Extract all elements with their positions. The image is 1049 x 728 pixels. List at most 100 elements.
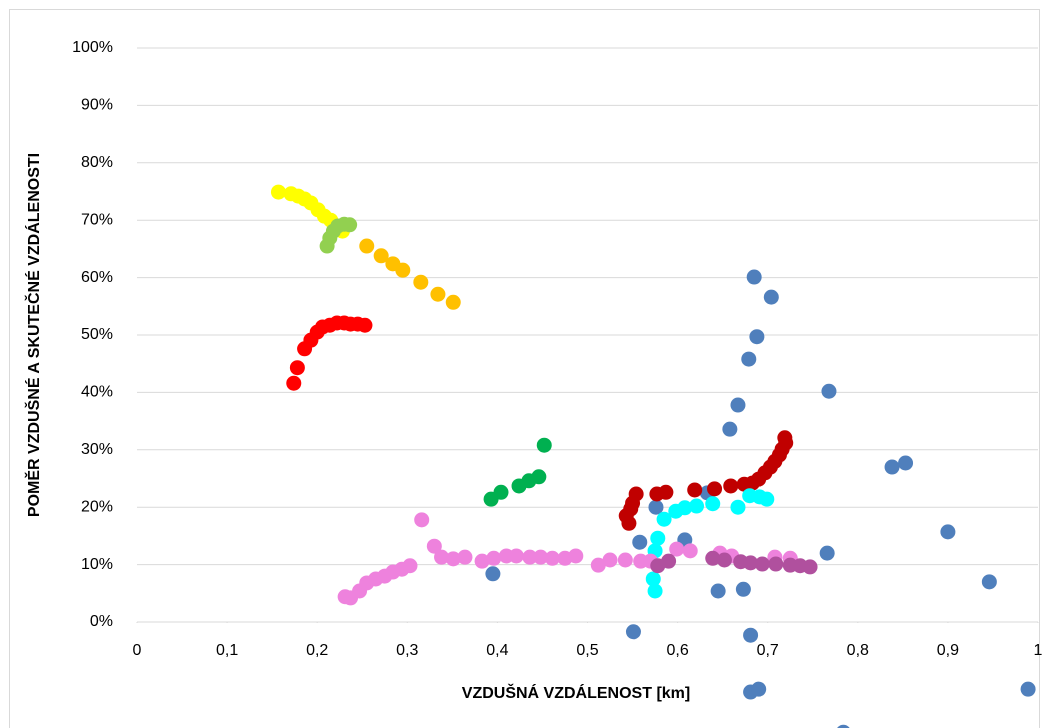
x-tick-label: 0: [133, 642, 142, 659]
y-tick-label: 0%: [90, 613, 113, 630]
scatter-point: [402, 558, 418, 574]
scatter-point: [568, 548, 584, 564]
scatter-point: [522, 549, 538, 565]
scatter-point: [270, 184, 286, 200]
scatter-point: [682, 543, 698, 559]
scatter-point: [754, 556, 770, 572]
scatter-point: [645, 571, 661, 587]
scatter-point: [647, 583, 663, 599]
scatter-point: [445, 551, 461, 567]
scatter-point: [286, 375, 302, 391]
scatter-point: [621, 515, 637, 531]
scatter-point: [590, 557, 606, 573]
x-tick-label: 0,4: [486, 642, 508, 659]
y-axis-title: POMĚR VZDUŠNÉ A SKUTEČNÉ VZDÁLENOSTI: [24, 153, 43, 517]
scatter-point: [743, 627, 759, 643]
scatter-point: [658, 484, 674, 500]
scatter-point: [656, 511, 672, 527]
scatter-point: [710, 583, 726, 599]
scatter-point: [602, 552, 618, 568]
y-tick-label: 20%: [81, 498, 113, 515]
y-tick-label: 100%: [72, 39, 113, 56]
scatter-point: [705, 550, 721, 566]
scatter-point: [628, 486, 644, 502]
y-tick-label: 40%: [81, 384, 113, 401]
scatter-point: [884, 459, 900, 475]
scatter-point: [413, 274, 429, 290]
scatter-point: [763, 289, 779, 305]
y-tick-label: 10%: [81, 556, 113, 573]
x-tick-label: 0,6: [666, 642, 688, 659]
scatter-point: [677, 500, 693, 516]
x-tick-label: 1: [1034, 642, 1043, 659]
scatter-point: [768, 556, 784, 572]
scatter-point: [486, 550, 502, 566]
scatter-point: [359, 238, 375, 254]
scatter-point: [837, 724, 850, 728]
y-tick-label: 30%: [81, 441, 113, 458]
scatter-point: [617, 552, 633, 568]
scatter-point: [474, 553, 490, 569]
scatter-point: [821, 383, 837, 399]
scatter-point: [1020, 681, 1036, 697]
grid: 0% 10% 20% 30% 40% 50% 60% 70% 80% 90% 100% 0 0,1 0,2…: [72, 39, 1042, 659]
scatter-point: [493, 484, 509, 500]
scatter-point: [940, 524, 956, 540]
scatter-point: [746, 269, 762, 285]
scatter-point: [723, 478, 739, 494]
x-tick-label: 0,7: [757, 642, 779, 659]
scatter-point: [751, 681, 767, 697]
scatter-point: [705, 496, 721, 512]
scatter-point: [707, 481, 723, 497]
scatter-point: [632, 534, 648, 550]
points: [270, 184, 1036, 728]
x-tick-label: 0,2: [306, 642, 328, 659]
scatter-point: [730, 397, 746, 413]
scatter-point: [819, 545, 835, 561]
x-tick-label: 0,9: [937, 642, 959, 659]
x-axis-title: VZDUŠNÁ VZDÁLENOST [km]: [462, 683, 690, 702]
x-tick-label: 0,3: [396, 642, 418, 659]
scatter-point: [434, 549, 450, 565]
y-tick-label: 60%: [81, 269, 113, 286]
y-tick-label: 90%: [81, 97, 113, 114]
scatter-point: [730, 499, 746, 515]
scatter-point: [357, 317, 373, 333]
y-tick-label: 50%: [81, 326, 113, 343]
scatter-point: [373, 248, 389, 264]
scatter-point: [722, 421, 738, 437]
scatter-point: [669, 541, 685, 557]
scatter-point: [544, 550, 560, 566]
scatter-point: [342, 217, 358, 233]
scatter-point: [457, 549, 473, 565]
scatter-point: [759, 491, 775, 507]
scatter-point: [508, 548, 524, 564]
scatter-point: [426, 538, 442, 554]
x-tick-label: 0,1: [216, 642, 238, 659]
scatter-point: [741, 351, 757, 367]
scatter-point: [445, 294, 461, 310]
scatter-point: [289, 360, 305, 376]
scatter-point: [735, 581, 751, 597]
scatter-point: [648, 499, 664, 515]
x-tick-label: 0,8: [847, 642, 869, 659]
scatter-point: [533, 549, 549, 565]
scatter-point: [625, 624, 641, 640]
scatter-point: [802, 559, 818, 575]
chart-frame: [9, 9, 1040, 728]
scatter-point: [743, 555, 759, 571]
scatter-point: [716, 552, 732, 568]
x-tick-label: 0,5: [576, 642, 598, 659]
scatter-point: [395, 262, 411, 278]
y-tick-label: 70%: [81, 211, 113, 228]
scatter-point: [661, 553, 677, 569]
scatter-point: [485, 566, 501, 582]
scatter-point: [898, 455, 914, 471]
scatter-point: [689, 498, 705, 514]
y-tick-label: 80%: [81, 154, 113, 171]
scatter-point: [430, 286, 446, 302]
scatter-point: [414, 512, 430, 528]
scatter-point: [777, 430, 793, 446]
